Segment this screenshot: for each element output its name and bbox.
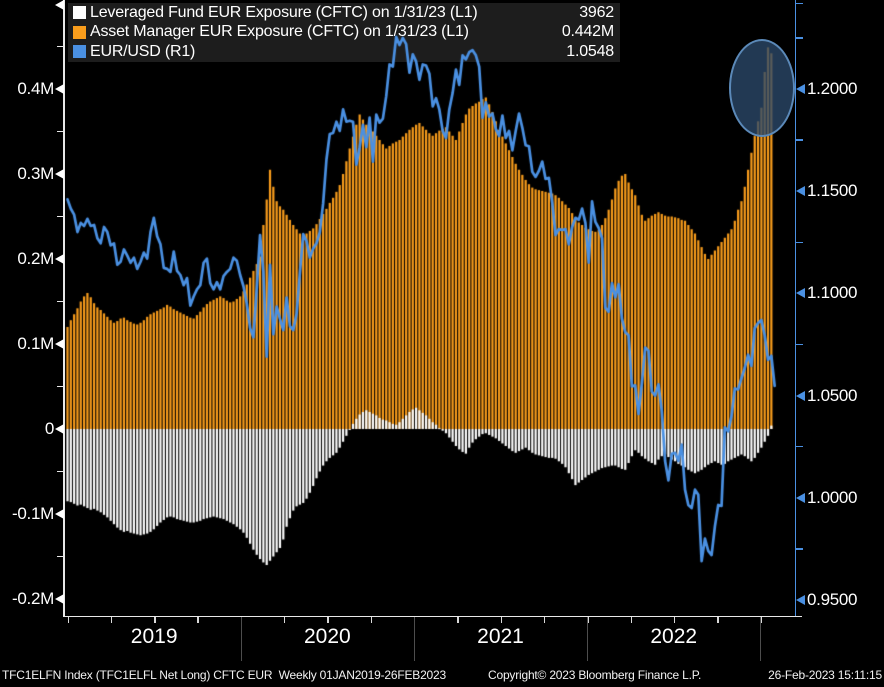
left-axis-minor-tick — [57, 130, 64, 133]
left-axis-minor-tick — [57, 300, 64, 303]
left-axis-tick-label: 0 — [44, 419, 54, 438]
right-axis-tick-arrow-icon — [796, 595, 805, 605]
timestamp-text: 26-Feb-2023 15:11:15 — [768, 668, 882, 682]
chart-plot-canvas[interactable] — [65, 0, 796, 616]
right-axis-tick-label: 0.9500 — [807, 590, 858, 609]
left-axis-minor-tick — [57, 215, 64, 218]
right-axis-tick-label: 1.1000 — [807, 283, 858, 303]
eurusd-swatch-icon — [73, 45, 86, 59]
leveraged-fund-swatch-icon — [73, 6, 86, 20]
legend-value: 3962 — [579, 3, 614, 21]
right-axis-minor-tick — [796, 446, 803, 448]
x-axis-quarter-tick — [110, 617, 113, 623]
legend-value: 1.0548 — [566, 42, 614, 60]
x-axis-quarter-tick — [543, 617, 546, 623]
right-axis-minor-tick — [796, 241, 803, 243]
right-axis-tick-arrow-icon — [796, 186, 805, 197]
left-axis-tick-label: -0.1M — [12, 504, 54, 523]
x-axis-quarter-tick — [717, 617, 719, 623]
status-bar: TFC1ELFN Index (TFC1ELFL Net Long) CFTC … — [0, 663, 884, 687]
year-separator-line — [760, 617, 762, 661]
x-axis-quarter-tick — [154, 617, 156, 623]
right-axis-line — [794, 0, 797, 617]
x-axis-year-label: 2019 — [130, 625, 178, 648]
left-axis-minor-tick — [57, 555, 64, 558]
legend-label: Leveraged Fund EUR Exposure (CFTC) on 1/… — [90, 3, 478, 21]
right-axis-tick-label: 1.2000 — [807, 79, 858, 98]
legend-label: Asset Manager EUR Exposure (CFTC) on 1/3… — [90, 23, 469, 41]
left-axis-tick-arrow-icon — [55, 594, 64, 604]
right-axis-tick-label: 1.1500 — [807, 181, 858, 201]
year-separator-line — [413, 617, 415, 661]
left-axis-tick-label: -0.2M — [12, 589, 54, 608]
left-axis-minor-tick — [57, 470, 64, 473]
right-axis-tick-arrow-icon — [796, 390, 805, 401]
left-axis-minor-tick — [57, 385, 64, 388]
right-axis-minor-tick — [796, 3, 803, 5]
legend-value: 0.442M — [561, 23, 614, 41]
left-axis-top-arrow-icon — [55, 0, 64, 10]
x-axis-quarter-tick — [673, 617, 676, 623]
x-axis-quarter-tick — [327, 617, 329, 623]
left-axis-line — [63, 0, 65, 617]
left-axis-tick-arrow-icon — [55, 339, 64, 349]
x-axis-quarter-tick — [500, 617, 502, 623]
left-axis-tick-arrow-icon — [55, 254, 64, 264]
right-axis-tick-arrow-icon — [796, 492, 805, 503]
x-axis-year-label: 2022 — [650, 625, 698, 648]
x-axis-quarter-tick — [630, 617, 632, 623]
x-axis-year-label: 2021 — [477, 625, 524, 648]
right-axis-minor-tick — [796, 139, 803, 141]
left-axis-tick-label: 0.2M — [17, 249, 54, 268]
left-axis-tick-arrow-icon — [55, 424, 64, 434]
asset-manager-swatch-icon — [73, 25, 86, 39]
legend-label: EUR/USD (R1) — [90, 42, 196, 60]
x-axis-quarter-tick — [457, 617, 459, 623]
right-axis-minor-tick — [796, 548, 803, 550]
right-axis-minor-tick — [796, 343, 803, 346]
left-axis-tick-arrow-icon — [55, 84, 64, 94]
legend-item-leveraged-fund[interactable]: Leveraged Fund EUR Exposure (CFTC) on 1/… — [68, 3, 620, 23]
year-separator-line — [240, 617, 242, 661]
left-axis-tick-arrow-icon — [55, 169, 64, 179]
left-axis-tick-label: 0.1M — [17, 334, 54, 353]
right-axis-tick-arrow-icon — [796, 288, 805, 299]
left-axis-tick-arrow-icon — [55, 509, 64, 519]
left-axis-tick-label: 0.3M — [17, 164, 54, 183]
x-axis-line — [63, 615, 802, 618]
legend-item-eurusd[interactable]: EUR/USD (R1) 1.0548 — [68, 42, 620, 62]
ticker-description-text: TFC1ELFN Index (TFC1ELFL Net Long) CFTC … — [2, 668, 446, 682]
left-axis-minor-tick — [57, 45, 64, 48]
left-axis-tick-label: 0.4M — [17, 79, 54, 98]
right-axis-tick-label: 1.0000 — [807, 487, 858, 507]
x-axis-quarter-tick — [370, 617, 373, 623]
x-axis-quarter-tick — [284, 617, 286, 623]
highlight-ellipse-annotation[interactable] — [729, 39, 796, 138]
legend: Leveraged Fund EUR Exposure (CFTC) on 1/… — [68, 3, 620, 62]
x-axis-quarter-tick — [197, 617, 199, 623]
right-axis-tick-arrow-icon — [796, 84, 805, 94]
x-axis-year-label: 2020 — [304, 625, 351, 648]
right-axis-minor-tick — [796, 37, 803, 39]
legend-item-asset-manager[interactable]: Asset Manager EUR Exposure (CFTC) on 1/3… — [68, 23, 620, 43]
copyright-text: Copyright© 2023 Bloomberg Finance L.P. — [488, 668, 702, 682]
x-axis-quarter-tick — [67, 617, 69, 623]
year-separator-line — [587, 617, 589, 661]
right-axis-tick-label: 1.0500 — [807, 385, 858, 405]
